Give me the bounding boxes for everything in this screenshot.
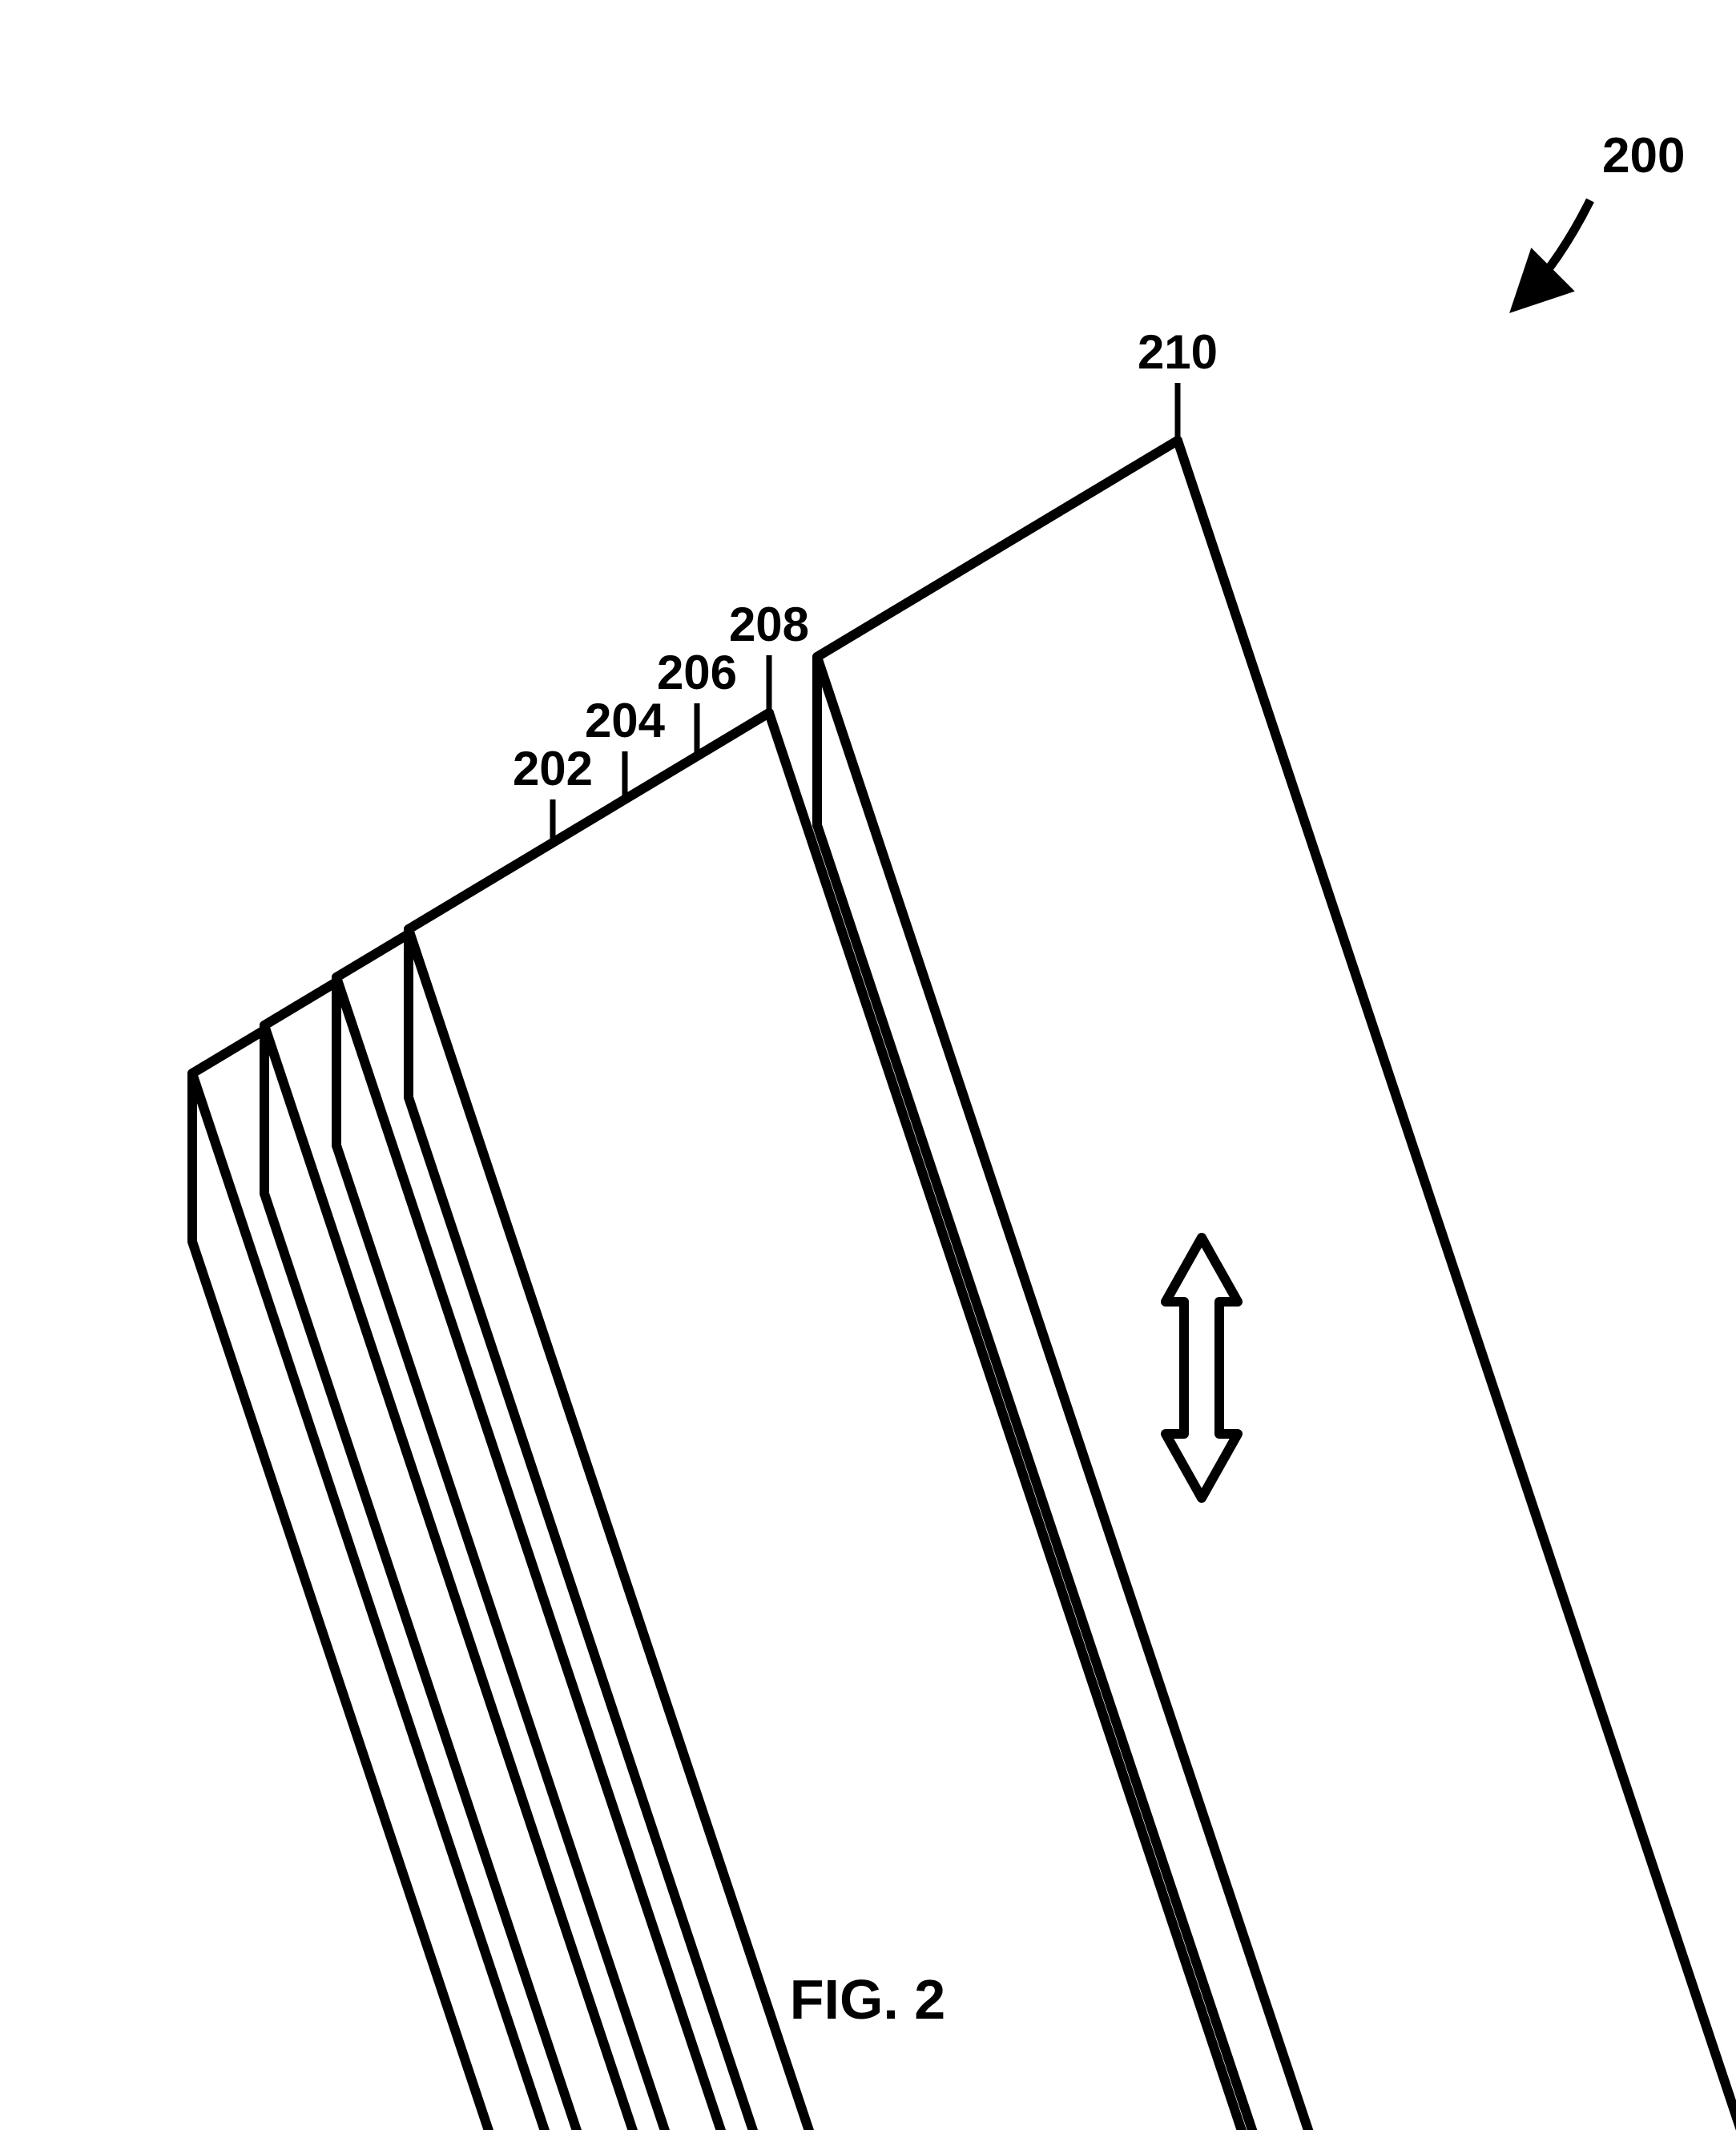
label-text: 208 [729,598,809,651]
label-text: 210 [1138,325,1218,379]
figure-canvas: 202204206208212210214200FIG. 2 [0,0,1736,2130]
label-text: 202 [513,742,593,795]
label-text: 206 [657,646,737,699]
label-text: 204 [585,694,666,747]
assembly-pointer [1518,200,1590,304]
label-text: 200 [1602,128,1685,183]
figure-caption: FIG. 2 [790,1968,945,2031]
